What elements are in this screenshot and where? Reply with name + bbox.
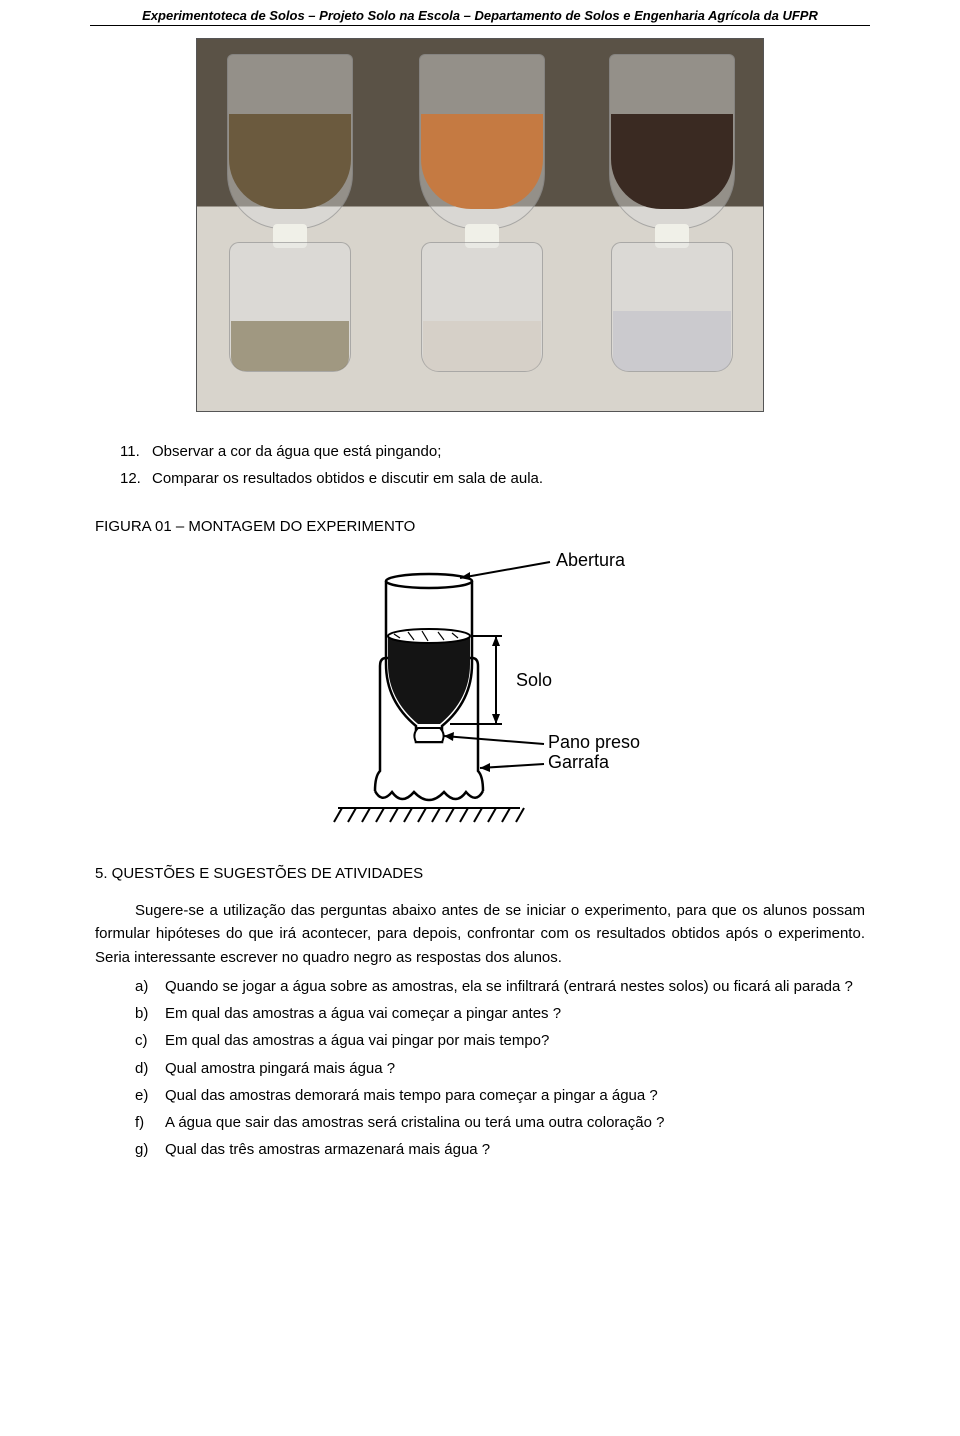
alpha-list: a) Quando se jogar a água sobre as amost…	[95, 975, 865, 1162]
list-item-letter: b)	[135, 1002, 165, 1025]
list-item: 11. Observar a cor da água que está ping…	[95, 440, 865, 463]
list-item: f) A água que sair das amostras será cri…	[95, 1111, 865, 1134]
list-item-number: 11.	[120, 440, 152, 463]
photo-bottle-2	[407, 54, 557, 389]
list-item-text: Quando se jogar a água sobre as amostras…	[165, 975, 865, 998]
list-item-letter: a)	[135, 975, 165, 998]
list-item: e) Qual das amostras demorará mais tempo…	[95, 1084, 865, 1107]
page-header: Experimentoteca de Solos – Projeto Solo …	[0, 0, 960, 25]
list-item-text: Qual amostra pingará mais água ?	[165, 1057, 865, 1080]
list-item-text: A água que sair das amostras será crista…	[165, 1111, 865, 1134]
experiment-photo	[196, 38, 764, 412]
photo-bottle-1	[215, 54, 365, 389]
section-5-intro: Sugere-se a utilização das perguntas aba…	[95, 899, 865, 969]
diagram-label-abertura: Abertura	[556, 550, 626, 570]
list-item-letter: g)	[135, 1138, 165, 1161]
list-item: d) Qual amostra pingará mais água ?	[95, 1057, 865, 1080]
list-item: b) Em qual das amostras a água vai começ…	[95, 1002, 865, 1025]
header-rule	[90, 25, 870, 26]
diagram-label-solo: Solo	[516, 670, 552, 690]
list-item-text: Comparar os resultados obtidos e discuti…	[152, 467, 543, 490]
diagram-label-garrafa: Garrafa	[548, 752, 610, 772]
list-item-text: Qual das três amostras armazenará mais á…	[165, 1138, 865, 1161]
list-item-text: Observar a cor da água que está pingando…	[152, 440, 441, 463]
list-item: g) Qual das três amostras armazenará mai…	[95, 1138, 865, 1161]
list-item: c) Em qual das amostras a água vai pinga…	[95, 1029, 865, 1052]
section-5-title: 5. QUESTÕES E SUGESTÕES DE ATIVIDADES	[95, 862, 865, 885]
list-item-number: 12.	[120, 467, 152, 490]
diagram-label-pano: Pano preso	[548, 732, 640, 752]
list-item-text: Em qual das amostras a água vai pingar p…	[165, 1029, 865, 1052]
list-item-text: Em qual das amostras a água vai começar …	[165, 1002, 865, 1025]
list-item-letter: e)	[135, 1084, 165, 1107]
list-item: a) Quando se jogar a água sobre as amost…	[95, 975, 865, 998]
list-item-letter: d)	[135, 1057, 165, 1080]
list-item-text: Qual das amostras demorará mais tempo pa…	[165, 1084, 865, 1107]
list-item-letter: c)	[135, 1029, 165, 1052]
page-body: 11. Observar a cor da água que está ping…	[0, 440, 960, 1206]
diagram-wrap: Abertura Solo Pano preso Garrafa	[95, 546, 865, 836]
experiment-diagram: Abertura Solo Pano preso Garrafa	[320, 546, 640, 836]
photo-bottle-3	[597, 54, 747, 389]
list-item-letter: f)	[135, 1111, 165, 1134]
experiment-photo-wrap	[0, 38, 960, 412]
figure-caption: FIGURA 01 – MONTAGEM DO EXPERIMENTO	[95, 515, 865, 538]
list-item: 12. Comparar os resultados obtidos e dis…	[95, 467, 865, 490]
numbered-list: 11. Observar a cor da água que está ping…	[95, 440, 865, 491]
